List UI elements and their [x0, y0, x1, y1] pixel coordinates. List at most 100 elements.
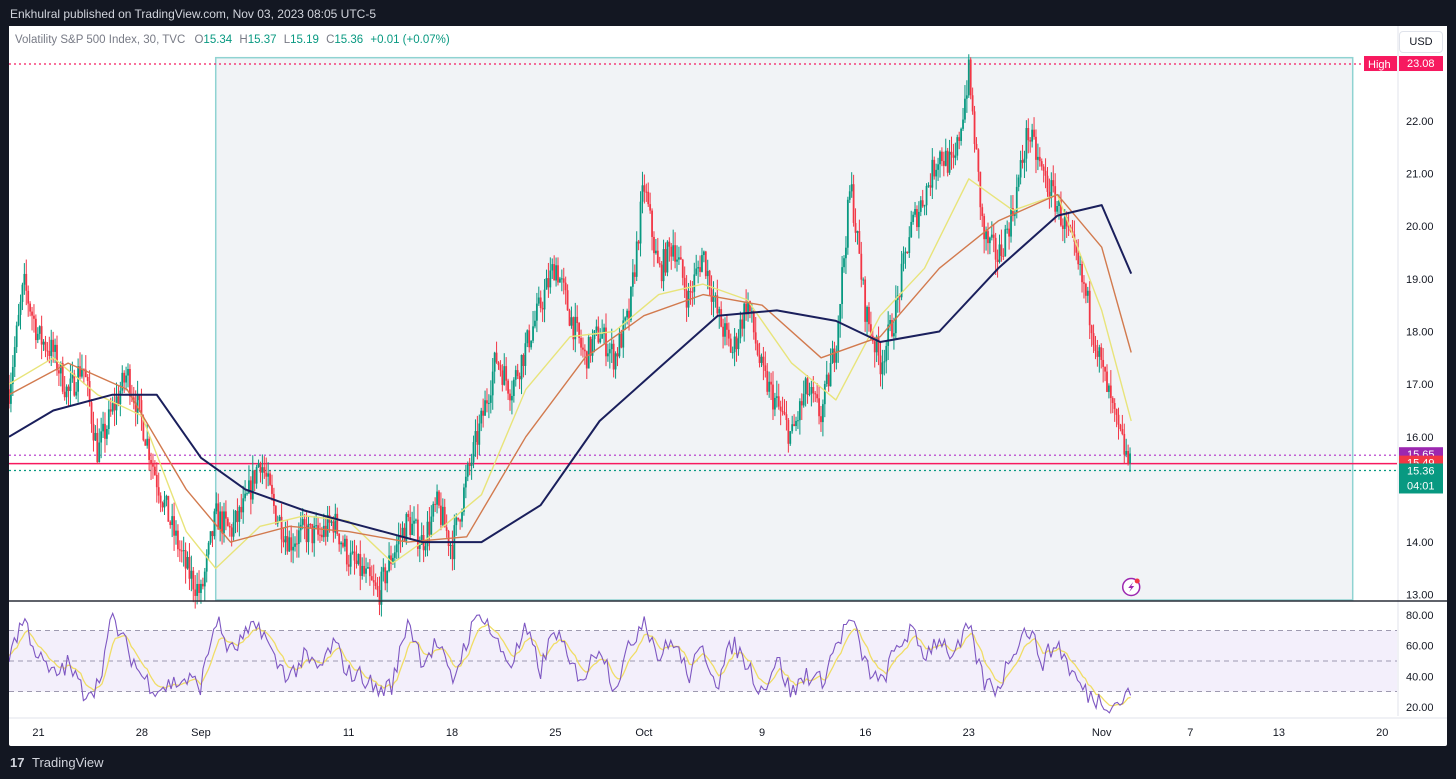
candle-body: [388, 555, 390, 571]
candle-body: [357, 553, 360, 564]
candle-body: [597, 326, 600, 343]
candle-body: [284, 536, 287, 543]
candle-body: [1088, 290, 1091, 326]
candle-body: [324, 525, 327, 537]
candle-body: [159, 495, 162, 503]
candle-body: [111, 403, 114, 412]
candle-body: [522, 354, 525, 366]
candle-body: [255, 467, 258, 484]
candle-body: [942, 161, 945, 166]
candle-body: [69, 378, 72, 392]
candle-body: [750, 310, 753, 312]
candle-body: [760, 356, 763, 363]
candle-body: [992, 234, 995, 238]
candle-body: [812, 387, 815, 394]
candle-body: [572, 317, 575, 340]
candle-body: [1040, 161, 1043, 167]
candle-body: [987, 231, 989, 244]
candle-body: [261, 467, 264, 473]
candle-body: [1079, 264, 1082, 266]
candle-body: [1092, 333, 1095, 346]
candle-body: [714, 295, 717, 297]
time-tick-label: Sep: [191, 727, 211, 739]
candle-body: [491, 371, 494, 396]
candle-body: [309, 523, 312, 525]
candle-body: [265, 472, 268, 477]
candle-body: [1025, 128, 1028, 159]
candle-body: [998, 244, 1001, 262]
candle-body: [119, 390, 122, 405]
candle-body: [983, 216, 986, 240]
candle-body: [662, 249, 665, 282]
candle-body: [952, 154, 955, 158]
candle-body: [495, 352, 498, 363]
candle-body: [478, 423, 481, 445]
candle-body: [589, 337, 592, 356]
candle-body: [188, 557, 191, 579]
chart-canvas[interactable]: 13.00 14.00 16.00 17.00 18.00 19.00 20.00 21.00…: [9, 26, 1447, 746]
candle-body: [100, 431, 103, 443]
time-tick-label: 11: [343, 727, 354, 739]
candle-body: [461, 511, 463, 522]
candle-body: [591, 339, 594, 356]
candle-body: [528, 330, 531, 348]
candle-body: [511, 395, 513, 401]
candle-body: [1060, 200, 1062, 226]
candle-body: [973, 111, 976, 144]
candle-body: [1012, 208, 1014, 216]
candle-body: [727, 329, 730, 339]
time-tick-label: 16: [859, 727, 871, 739]
candle-body: [850, 184, 853, 192]
candle-body: [1061, 225, 1064, 229]
candle-body: [879, 355, 882, 375]
candle-body: [1002, 255, 1005, 257]
candle-body: [670, 246, 673, 257]
candle-body: [781, 410, 784, 413]
candle-body: [129, 368, 131, 397]
candle-body: [534, 320, 536, 327]
candle-body: [902, 253, 905, 264]
candle-body: [282, 539, 285, 543]
candle-body: [230, 527, 233, 537]
flash-bolt-icon: [1128, 582, 1135, 592]
candle-body: [929, 185, 932, 188]
candle-body: [925, 185, 928, 206]
candle-body: [877, 336, 880, 356]
candle-body: [683, 277, 686, 291]
candle-body: [614, 353, 617, 370]
countdown-label: 04:01: [1407, 480, 1435, 492]
candle-body: [186, 557, 189, 569]
price-tick-label: 18.00: [1406, 326, 1434, 338]
candle-body: [1050, 180, 1053, 198]
candle-body: [1125, 450, 1128, 455]
candle-body: [1048, 191, 1051, 198]
candle-body: [720, 309, 723, 327]
price-tick-label: 21.00: [1406, 169, 1434, 181]
candle-body: [514, 370, 517, 380]
candle-body: [704, 251, 707, 277]
candle-body: [182, 550, 185, 552]
candle-body: [338, 533, 341, 545]
candle-body: [555, 265, 557, 281]
candle-body: [463, 487, 465, 512]
candle-body: [249, 480, 252, 500]
candle-body: [852, 184, 855, 223]
candle-body: [843, 258, 845, 268]
chart-panel[interactable]: 13.00 14.00 16.00 17.00 18.00 19.00 20.00 21.00…: [9, 26, 1447, 746]
currency-button[interactable]: USD: [1399, 31, 1443, 53]
candle-body: [941, 151, 943, 162]
candle-body: [290, 537, 293, 551]
candle-body: [1127, 450, 1130, 464]
candle-body: [697, 267, 700, 269]
candle-body: [570, 317, 573, 326]
candle-body: [278, 516, 281, 522]
candle-body: [244, 493, 247, 499]
candle-body: [774, 397, 776, 410]
candle-body: [155, 474, 158, 488]
candle-body: [33, 315, 35, 319]
candle-body: [562, 278, 565, 283]
candle-body: [194, 589, 197, 596]
candle-body: [933, 159, 936, 177]
candle-body: [9, 389, 10, 404]
candle-body: [52, 339, 55, 352]
